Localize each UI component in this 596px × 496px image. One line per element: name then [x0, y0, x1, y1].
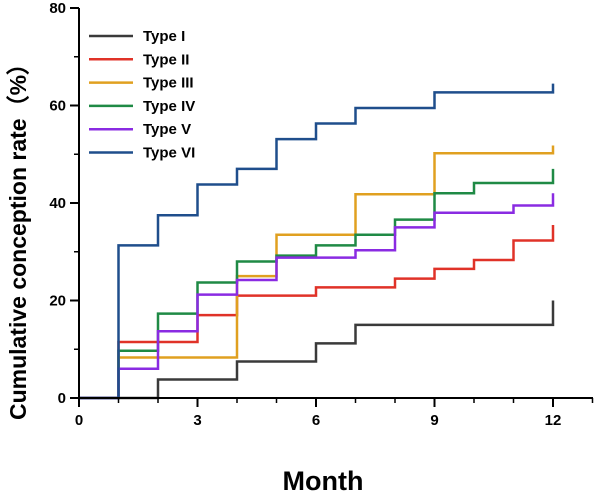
legend-label: Type II [143, 51, 189, 68]
series-line-type-6 [79, 83, 555, 400]
legend-label: Type III [143, 75, 194, 92]
x-tick-label: 12 [545, 412, 562, 429]
x-tick-label: 3 [193, 412, 201, 429]
legend: Type I Type II Type III Type IV Type V Type V… [89, 28, 195, 162]
ticks-layer: 0 3 6 9 12 0 20 40 60 80 [49, 0, 594, 429]
legend-label: Type V [143, 121, 191, 138]
series-line-type-1 [79, 300, 555, 400]
y-tick-label: 20 [49, 293, 66, 310]
legend-label: Type I [143, 28, 185, 45]
y-tick-label: 0 [58, 390, 66, 407]
x-tick-label: 6 [312, 412, 320, 429]
legend-label: Type IV [143, 98, 195, 115]
x-tick-label: 0 [75, 412, 83, 429]
x-tick-label: 9 [430, 412, 438, 429]
y-axis-label: Cumulative conception rate（%） [5, 52, 31, 420]
series-line-type-5 [79, 193, 555, 400]
series-line-type-4 [79, 168, 555, 400]
x-axis-label: Month [283, 466, 364, 496]
y-tick-label: 40 [49, 195, 66, 212]
series-line-type-2 [79, 224, 555, 400]
legend-label: Type VI [143, 145, 195, 162]
series-layer [79, 83, 555, 400]
y-tick-label: 80 [49, 0, 66, 17]
y-tick-label: 60 [49, 98, 66, 115]
